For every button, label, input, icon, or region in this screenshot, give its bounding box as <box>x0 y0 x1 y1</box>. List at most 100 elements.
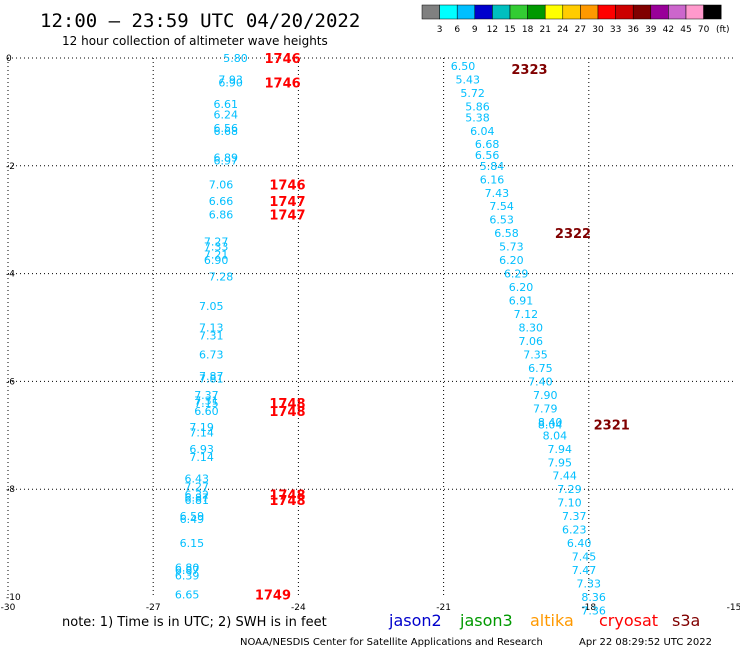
colorbar-swatch <box>544 4 564 20</box>
wave-height-value: 7.79 <box>533 402 558 415</box>
wave-height-value: 7.93 <box>218 74 243 87</box>
wave-height-value: 7.19 <box>189 421 214 434</box>
colorbar-swatch <box>439 4 458 20</box>
wave-height-value: 6.59 <box>180 510 205 523</box>
footer-timestamp: Apr 22 08:29:52 UTC 2022 <box>579 637 712 648</box>
satellite-legend: jason2 jason3 altika cryosat s3a <box>388 611 700 630</box>
wave-height-value: 6.20 <box>509 281 534 294</box>
wave-height-value: 6.15 <box>180 537 205 550</box>
wave-height-value: 7.28 <box>209 270 234 283</box>
colorbar-swatch <box>492 4 511 20</box>
wave-height-value: 6.56 <box>214 122 239 135</box>
colorbar-swatch <box>474 4 493 20</box>
wave-height-value: 5.73 <box>499 241 524 254</box>
chart-title: 12:00 – 23:59 UTC 04/20/2022 <box>40 10 360 32</box>
wave-height-value: 6.87 <box>185 491 210 504</box>
x-tick-label: -21 <box>436 603 451 613</box>
wave-height-value: 7.27 <box>204 235 229 248</box>
wave-height-value: 5.86 <box>465 101 490 114</box>
wave-height-value: 6.97 <box>214 154 239 167</box>
pass-time-label: 1749 <box>255 588 291 603</box>
colorbar-swatch <box>615 4 634 20</box>
wave-height-value: 6.20 <box>499 254 524 267</box>
wave-height-value: 7.45 <box>572 551 597 564</box>
colorbar-swatch <box>650 4 669 20</box>
wave-height-value: 6.40 <box>567 537 592 550</box>
pass-time-label: 2321 <box>594 419 630 434</box>
y-tick-label: -2 <box>6 162 15 172</box>
wave-height-value: 5.84 <box>480 160 505 173</box>
wave-height-value: 6.66 <box>209 195 234 208</box>
wave-height-value: 6.61 <box>214 98 239 111</box>
colorbar-label: 3 <box>437 25 443 35</box>
wave-height-value: 7.06 <box>518 335 543 348</box>
wave-height-value: 7.14 <box>189 427 214 440</box>
colorbar-swatch <box>668 4 687 20</box>
y-tick-label: -4 <box>6 270 15 280</box>
wave-height-value: 6.16 <box>480 173 505 186</box>
pass-time-label: 2322 <box>555 227 591 242</box>
wave-height-value: 7.37 <box>194 389 219 402</box>
wave-height-value: 8.36 <box>581 591 606 604</box>
colorbar-label: 42 <box>663 25 674 35</box>
wave-height-value: 7.31 <box>199 330 224 343</box>
pass-time-label: 1747 <box>269 208 305 223</box>
x-tick-label: -27 <box>146 603 161 613</box>
colorbar-label: 30 <box>592 25 604 35</box>
wave-height-value: 6.39 <box>175 569 200 582</box>
colorbar-unit: (ft) <box>716 25 730 35</box>
wave-height-value: 7.87 <box>199 370 224 383</box>
wave-height-value: 8.04 <box>538 419 563 432</box>
wave-height-value: 6.32 <box>185 489 210 502</box>
wave-height-value: 6.23 <box>562 524 587 537</box>
wave-height-value: 6.86 <box>209 208 234 221</box>
wave-height-value: 7.54 <box>489 200 514 213</box>
colorbar-swatch <box>527 4 546 20</box>
wave-height-value: 5.43 <box>456 74 481 87</box>
wave-height-value: 7.14 <box>189 451 214 464</box>
colorbar-label: 18 <box>522 25 534 35</box>
x-tick-label: -30 <box>1 603 16 613</box>
wave-height-value: 5.80 <box>223 52 248 65</box>
wave-height-value: 6.89 <box>214 152 239 165</box>
pass-time-label: 1748 <box>269 397 305 412</box>
satellite-legend-item: jason3 <box>459 611 513 630</box>
wave-height-value: 7.35 <box>523 348 548 361</box>
wave-height-value: 6.91 <box>509 295 534 308</box>
x-tick-label: -15 <box>727 603 740 613</box>
colorbar-legend: 3 6 9 12 15 18 21 24 27 30 33 36 39 42 45 70 <box>421 4 722 35</box>
y-tick-label: 0 <box>6 54 12 64</box>
colorbar-label: 12 <box>487 25 498 35</box>
wave-height-value: 8.04 <box>543 429 568 442</box>
pass-time-label: 1748 <box>269 489 305 504</box>
time-labels: 1746174617461747174717481748174817481749… <box>255 52 630 603</box>
wave-height-value: 7.29 <box>557 483 582 496</box>
wave-height-value: 6.58 <box>494 227 519 240</box>
wave-height-value: 6.04 <box>470 125 495 138</box>
wave-height-value: 6.56 <box>475 149 500 162</box>
colorbar-label: 15 <box>504 25 515 35</box>
wave-height-value: 7.31 <box>194 394 219 407</box>
x-tick-label: -18 <box>581 603 596 613</box>
pass-time-label: 1746 <box>265 52 301 67</box>
wave-height-value: 6.24 <box>214 109 239 122</box>
colorbar-label: 21 <box>539 25 550 35</box>
wave-height-value: 7.15 <box>194 397 219 410</box>
wave-height-value: 7.36 <box>581 604 606 617</box>
pass-time-label: 1748 <box>269 494 305 509</box>
colorbar-swatch <box>562 4 581 20</box>
wave-height-value: 6.29 <box>504 268 529 281</box>
wave-height-value: 7.44 <box>552 470 577 483</box>
chart-grid <box>7 57 734 597</box>
wave-height-value: 6.50 <box>451 60 476 73</box>
pass-time-label: 1746 <box>269 179 305 194</box>
colorbar-swatch <box>685 4 704 20</box>
wave-height-value: 6.43 <box>185 472 210 485</box>
wave-height-value: 6.75 <box>528 362 553 375</box>
wave-height-value: 7.95 <box>548 456 573 469</box>
colorbar-label: 9 <box>472 25 478 35</box>
wave-height-value: 6.90 <box>204 254 229 267</box>
footer-note: note: 1) Time is in UTC; 2) SWH is in fe… <box>62 615 327 630</box>
colorbar-label: 36 <box>627 25 639 35</box>
